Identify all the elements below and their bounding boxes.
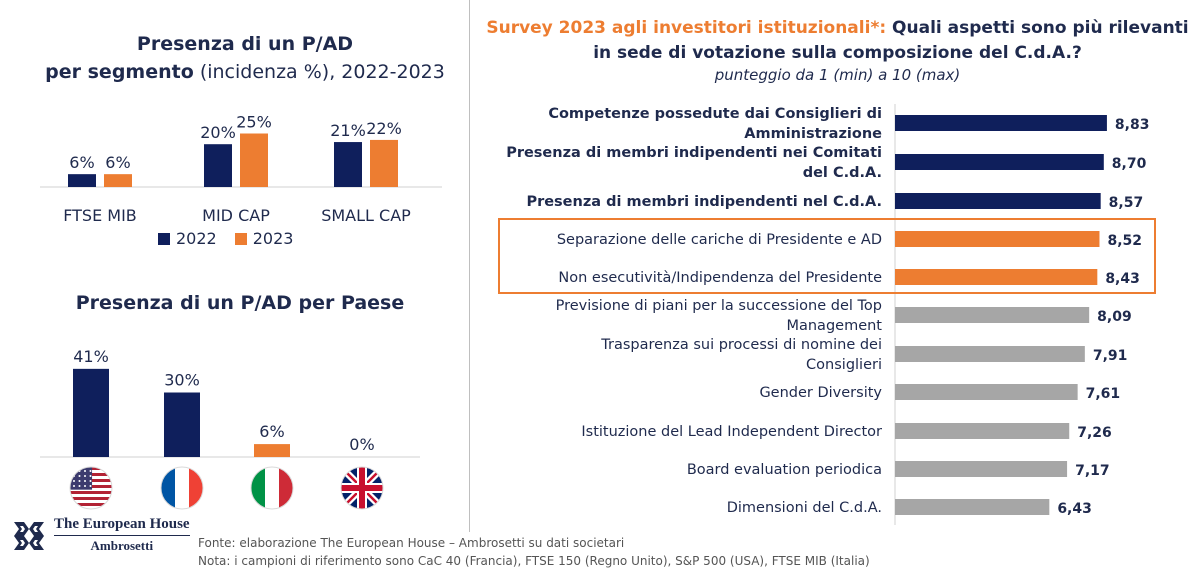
survey-category-7: Trasparenza sui processi di nomine dei Co… (600, 337, 882, 373)
label-francia: 30% (164, 371, 200, 390)
label-mid-cap-2023: 25% (236, 113, 272, 132)
survey-value-2: 8,70 (1112, 156, 1147, 172)
country-bar-chart: 41% 30% 6% 0% (40, 347, 420, 510)
survey-title-accent: Survey 2023 agli investitori istituziona… (486, 18, 887, 38)
survey-title-rest: Quali aspetti sono più rilevanti in sede… (593, 18, 1189, 63)
legend-label-2022: 2022 (176, 229, 217, 248)
survey-category-6: Previsione di piani per la successione d… (556, 298, 883, 334)
footer: Fonte: elaborazione The European House –… (198, 534, 870, 570)
survey-bar-7 (895, 346, 1085, 362)
label-regno-unito: 0% (349, 435, 374, 454)
logo-line1: The European House (54, 516, 190, 532)
category-mid-cap: MID CAP (202, 206, 270, 225)
label-ftse-mib-2022: 6% (69, 153, 94, 172)
survey-title: Survey 2023 agli investitori istituziona… (480, 16, 1195, 66)
label-usa: 41% (73, 347, 109, 366)
survey-bar-5 (895, 269, 1098, 285)
bar-small-cap-2022 (334, 142, 362, 187)
legend-item-2023: 2023 (234, 229, 294, 248)
survey-value-11: 6,43 (1057, 501, 1092, 517)
label-small-cap-2023: 22% (366, 119, 402, 138)
survey-bar-2 (895, 154, 1104, 170)
legend-swatch-2022 (158, 232, 170, 245)
country-chart-title: Presenza di un P/AD per Paese (75, 292, 405, 314)
survey-bar-11 (895, 499, 1050, 515)
survey-category-9: Istituzione del Lead Independent Directo… (581, 424, 882, 440)
logo-line2: Ambrosetti (54, 535, 190, 554)
survey-bar-10 (895, 461, 1068, 477)
survey-value-1: 8,83 (1115, 117, 1150, 133)
survey-category-11: Dimensioni del C.d.A. (727, 500, 882, 516)
survey-value-9: 7,26 (1077, 425, 1112, 441)
survey-value-8: 7,61 (1086, 386, 1121, 402)
segment-bar-chart: 6% 6% FTSE MIB 20%25% MID CAP 21% 22% SMALL CAP (40, 113, 442, 225)
segment-chart-title: Presenza di un P/AD per segmento (incide… (40, 30, 450, 86)
survey-value-5: 8,43 (1105, 271, 1140, 287)
survey-category-3: Presenza di membri indipendenti nel C.d.… (526, 194, 882, 210)
survey-category-4: Separazione delle cariche di Presidente … (557, 232, 882, 248)
france-flag-icon (160, 466, 204, 510)
survey-bar-4 (895, 231, 1100, 247)
survey-bar-6 (895, 307, 1090, 323)
legend-label-2023: 2023 (252, 229, 294, 248)
logo: The European House Ambrosetti (10, 516, 190, 554)
bar-italia (254, 444, 290, 457)
legend-swatch-2023 (234, 232, 247, 245)
label-italia: 6% (259, 422, 284, 441)
segment-legend: 2022 2023 (158, 229, 293, 248)
survey-subtitle: punteggio da 1 (min) a 10 (max) (714, 66, 961, 84)
segment-title-rest: (incidenza %), 2022-2023 (193, 61, 445, 83)
segment-title-line2: per segmento (incidenza %), 2022-2023 (40, 58, 450, 86)
survey-value-10: 7,17 (1075, 463, 1110, 479)
panel-divider (469, 0, 470, 532)
survey-bar-9 (895, 423, 1070, 439)
bar-small-cap-2023 (370, 139, 398, 187)
survey-category-10: Board evaluation periodica (687, 462, 882, 478)
category-ftse-mib: FTSE MIB (63, 206, 137, 225)
uk-flag-icon (340, 466, 384, 510)
survey-bar-8 (895, 384, 1078, 400)
footer-note: Nota: i campioni di riferimento sono CaC… (198, 554, 870, 568)
bar-mid-cap-2023 (240, 133, 268, 187)
survey-value-7: 7,91 (1093, 348, 1128, 364)
label-ftse-mib-2023: 6% (105, 153, 130, 172)
label-small-cap-2022: 21% (330, 121, 366, 140)
label-mid-cap-2022: 20% (200, 123, 236, 142)
bar-ftse-mib-2023 (104, 174, 132, 187)
survey-category-5: Non esecutività/Indipendenza del Preside… (558, 270, 882, 286)
survey-horizontal-bar-chart: 8,83 Competenze possedute dai Consiglieri… (506, 104, 1150, 525)
bar-usa (73, 368, 109, 457)
segment-title-line1: Presenza di un P/AD (136, 33, 354, 55)
bar-francia (164, 392, 200, 457)
logo-text: The European House Ambrosetti (54, 516, 190, 554)
survey-value-6: 8,09 (1097, 309, 1132, 325)
survey-category-1: Competenze possedute dai Consiglieri di A… (548, 106, 882, 142)
survey-bar-3 (895, 193, 1101, 209)
bar-ftse-mib-2022 (68, 174, 96, 187)
bar-mid-cap-2022 (204, 144, 232, 187)
segment-title-bold: per segmento (45, 61, 194, 83)
survey-category-2: Presenza di membri indipendenti nei Comi… (506, 145, 882, 181)
survey-value-4: 8,52 (1107, 233, 1142, 249)
category-small-cap: SMALL CAP (321, 206, 411, 225)
logo-mark-icon (14, 522, 44, 550)
survey-value-3: 8,57 (1109, 195, 1144, 211)
survey-category-8: Gender Diversity (759, 385, 882, 401)
italy-flag-icon (250, 466, 294, 510)
legend-item-2022: 2022 (158, 229, 217, 248)
survey-bar-1 (895, 115, 1107, 131)
footer-source: Fonte: elaborazione The European House –… (198, 536, 625, 550)
